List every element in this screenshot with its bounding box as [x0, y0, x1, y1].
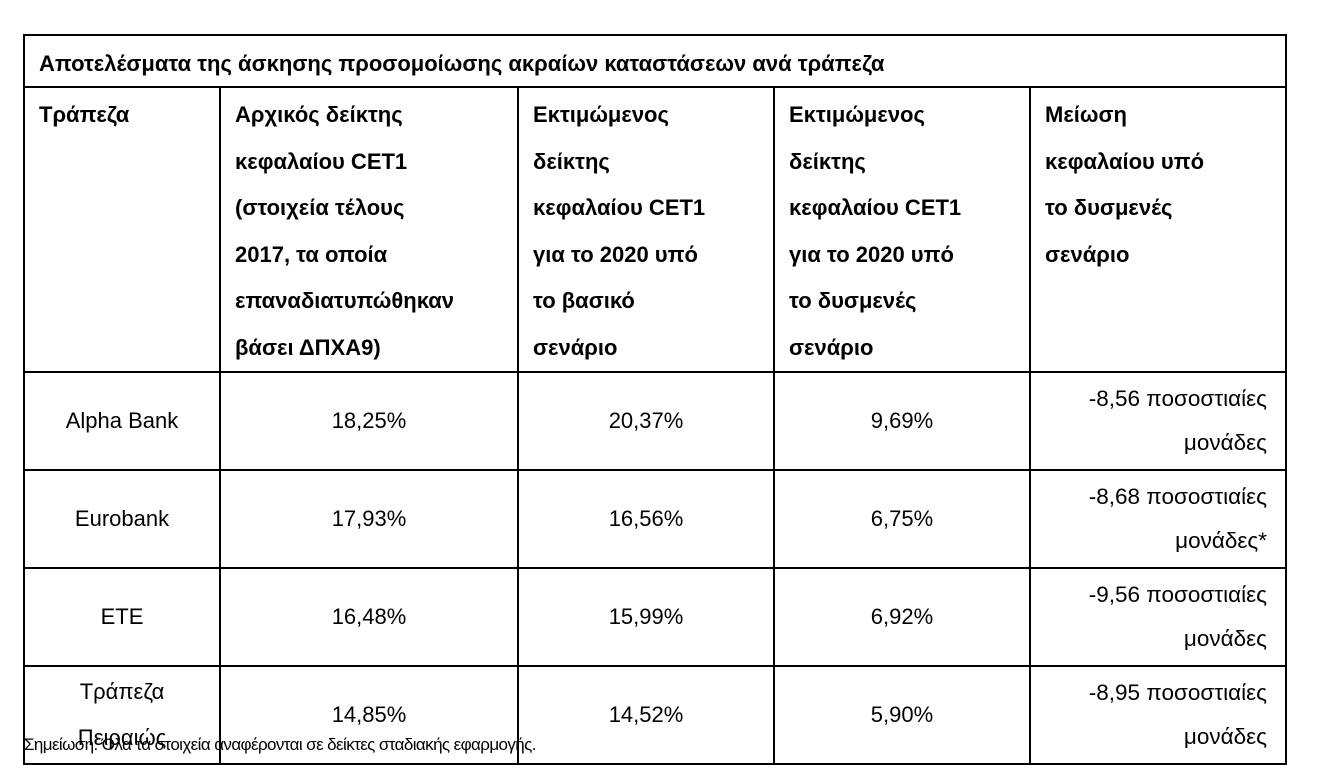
- bank-name-cell: Alpha Bank: [23, 371, 221, 471]
- capital-reduction-cell: -9,56 ποσοστιαίες μονάδες: [1028, 567, 1288, 667]
- reduction-line: μονάδες: [1183, 724, 1268, 749]
- table-title-row: Αποτελέσματα της άσκησης προσομοίωσης ακ…: [22, 34, 1288, 88]
- table-row: Eurobank 17,93% 16,56% 6,75% -8,68 ποσοστιαί…: [23, 469, 1288, 569]
- adverse-2020-cell: 6,75%: [773, 469, 1031, 569]
- header-line: κεφαλαίου CET1: [533, 195, 706, 220]
- baseline-2020-cell: 14,52%: [517, 665, 775, 765]
- reduction-line: μονάδες*: [1175, 528, 1268, 553]
- bank-name: ΕΤΕ: [100, 604, 144, 629]
- adverse-2020-cell: 9,69%: [773, 371, 1031, 471]
- header-line: το βασικό: [533, 288, 635, 313]
- header-line: το δυσμενές: [1045, 195, 1173, 220]
- adverse-2020-cell: 5,90%: [773, 665, 1031, 765]
- header-line: δείκτης: [533, 148, 610, 174]
- header-line: σενάριο: [533, 334, 618, 360]
- table-row: ΕΤΕ 16,48% 15,99% 6,92% -9,56 ποσοστιαίες μον…: [23, 567, 1288, 667]
- table-title: Αποτελέσματα της άσκησης προσομοίωσης ακ…: [22, 34, 1288, 88]
- header-line: βάσει ΔΠΧΑ9): [235, 334, 381, 360]
- header-line: σενάριο: [789, 334, 874, 360]
- adverse-2020-cell: 6,92%: [773, 567, 1031, 667]
- initial-cet1-cell: 18,25%: [219, 371, 519, 471]
- stress-test-results-table: Αποτελέσματα της άσκησης προσομοίωσης ακ…: [22, 34, 1288, 765]
- header-line: κεφαλαίου υπό: [1045, 148, 1205, 174]
- header-line: Αρχικός δείκτης: [235, 102, 403, 127]
- bank-name: Eurobank: [74, 506, 170, 531]
- capital-reduction-cell: -8,56 ποσοστιαίες μονάδες: [1028, 371, 1288, 471]
- header-bank: Τράπεζα: [23, 86, 221, 373]
- table-header-row: Τράπεζα Αρχικός δείκτης κεφαλαίου CET1 (στο…: [23, 86, 1288, 373]
- reduction-line: μονάδες: [1183, 626, 1268, 651]
- reduction-line: -8,56 ποσοστιαίες: [1088, 386, 1268, 411]
- reduction-line: μονάδες: [1183, 430, 1268, 455]
- header-line: κεφαλαίου CET1: [235, 148, 408, 174]
- header-line: κεφαλαίου CET1: [789, 195, 962, 220]
- header-line: το δυσμενές: [789, 288, 917, 313]
- table-row: Alpha Bank 18,25% 20,37% 9,69% -8,56 ποσοστι…: [23, 371, 1288, 471]
- header-line: σενάριο: [1045, 241, 1130, 267]
- reduction-line: -8,95 ποσοστιαίες: [1088, 680, 1268, 705]
- reduction-line: -9,56 ποσοστιαίες: [1088, 582, 1268, 607]
- header-baseline-2020: Εκτιμώμενος δείκτης κεφαλαίου CET1 για το 2…: [517, 86, 775, 373]
- header-line: (στοιχεία τέλους: [235, 195, 405, 220]
- reduction-line: -8,68 ποσοστιαίες: [1088, 484, 1268, 509]
- header-line: επαναδιατυπώθηκαν: [235, 288, 455, 313]
- table-footnote: Σημείωση: Όλα τα στοιχεία αναφέρονται σε…: [24, 735, 536, 754]
- capital-reduction-cell: -8,95 ποσοστιαίες μονάδες: [1028, 665, 1288, 765]
- header-line: για το 2020 υπό: [533, 241, 698, 267]
- bank-name-cell: Eurobank: [23, 469, 221, 569]
- bank-name: Πειραιώς: [77, 725, 167, 750]
- initial-cet1-cell: 17,93%: [219, 469, 519, 569]
- header-line: Τράπεζα: [39, 102, 130, 127]
- baseline-2020-cell: 16,56%: [517, 469, 775, 569]
- header-line: δείκτης: [789, 148, 866, 174]
- header-capital-reduction: Μείωση κεφαλαίου υπό το δυσμενές σενάριο: [1028, 86, 1288, 373]
- header-line: για το 2020 υπό: [789, 241, 954, 267]
- header-line: Εκτιμώμενος: [533, 102, 669, 127]
- baseline-2020-cell: 15,99%: [517, 567, 775, 667]
- bank-name: Alpha Bank: [65, 408, 179, 433]
- header-line: 2017, τα οποία: [235, 241, 388, 267]
- header-line: Μείωση: [1045, 102, 1127, 127]
- header-adverse-2020: Εκτιμώμενος δείκτης κεφαλαίου CET1 για το 2…: [773, 86, 1031, 373]
- bank-name: Τράπεζα: [79, 679, 165, 704]
- bank-name-cell: ΕΤΕ: [23, 567, 221, 667]
- header-initial-cet1: Αρχικός δείκτης κεφαλαίου CET1 (στοιχεία τ…: [219, 86, 519, 373]
- capital-reduction-cell: -8,68 ποσοστιαίες μονάδες*: [1028, 469, 1288, 569]
- header-line: Εκτιμώμενος: [789, 102, 925, 127]
- baseline-2020-cell: 20,37%: [517, 371, 775, 471]
- initial-cet1-cell: 16,48%: [219, 567, 519, 667]
- bank-name-cell: Τράπεζα Πειραιώς: [23, 665, 221, 765]
